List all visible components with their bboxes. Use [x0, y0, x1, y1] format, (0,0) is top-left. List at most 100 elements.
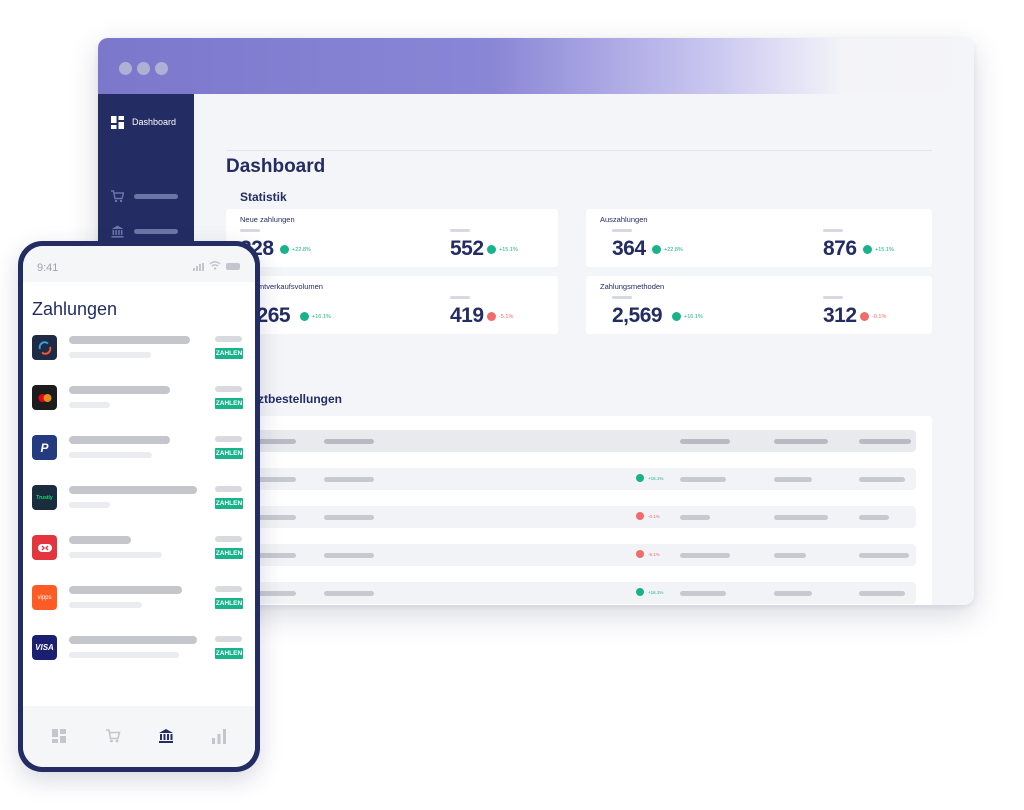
table-cell: [246, 591, 296, 596]
payment-item[interactable]: vipps ZAHLEN: [32, 585, 246, 621]
zahlen-button[interactable]: ZAHLEN: [215, 548, 243, 559]
chart-icon: [212, 729, 226, 744]
stat-value: 364: [612, 237, 646, 260]
trend-badge: -0.1%: [636, 512, 660, 520]
table-row[interactable]: +16.1%: [246, 468, 916, 490]
stat-value: 552: [450, 237, 484, 260]
table-cell: [680, 591, 726, 596]
trend-percent: +15.1%: [499, 246, 518, 253]
metric-label-placeholder: [823, 296, 843, 299]
trend-badge: +15.1%: [863, 245, 894, 254]
stat-value: 312: [823, 304, 857, 327]
trend-up-icon: [672, 312, 681, 321]
table-cell: [859, 515, 889, 520]
battery-icon: [226, 263, 240, 270]
zahlen-button[interactable]: ZAHLEN: [215, 498, 243, 509]
stat-value: 419: [450, 304, 484, 327]
section-title-statistik: Statistik: [240, 190, 287, 204]
trend-up-icon: [652, 245, 661, 254]
zahlen-button[interactable]: ZAHLEN: [215, 348, 243, 359]
status-time: 9:41: [37, 262, 59, 274]
trend-down-icon: [636, 550, 644, 558]
stat-card: Gesamtverkaufsvolumen 1,265 +16.1% 419 -…: [226, 276, 558, 334]
tab-cart[interactable]: [105, 728, 121, 744]
zahlen-button[interactable]: ZAHLEN: [215, 648, 243, 659]
mobilepay-logo: [32, 535, 57, 560]
zahlen-button[interactable]: ZAHLEN: [215, 398, 243, 409]
table-header-cell: [680, 439, 730, 444]
stat-card: Neue zahlungen 228 +22.8% 552 +15.1%: [226, 209, 558, 267]
window-control-dot[interactable]: [137, 62, 150, 75]
trend-badge: -0.1%: [860, 312, 886, 321]
table-cell: [680, 477, 726, 482]
trend-up-icon: [280, 245, 289, 254]
table-cell: [859, 477, 905, 482]
tab-dashboard[interactable]: [51, 728, 67, 744]
trend-percent: +15.1%: [875, 246, 894, 253]
trend-badge: -5.1%: [487, 312, 513, 321]
trend-percent: -0.1%: [872, 313, 887, 320]
paypal-logo: P: [32, 435, 57, 460]
zahlen-button[interactable]: ZAHLEN: [215, 448, 243, 459]
payment-item[interactable]: ZAHLEN: [32, 535, 246, 571]
trend-percent: +16.1%: [648, 589, 664, 595]
page-title: Zahlungen: [32, 299, 118, 319]
payment-item[interactable]: P ZAHLEN: [32, 435, 246, 471]
section-title-orders: Letztbestellungen: [240, 392, 343, 406]
payment-item[interactable]: ZAHLEN: [32, 385, 246, 421]
zahlen-button[interactable]: ZAHLEN: [215, 598, 243, 609]
stat-card-title: Zahlungsmethoden: [600, 282, 665, 291]
phone-frame: 9:41 Zahlungen ZAHLEN: [18, 241, 260, 772]
trend-down-icon: [636, 512, 644, 520]
table-header-row: [246, 430, 916, 452]
mastercard-logo: [32, 385, 57, 410]
table-cell: [859, 591, 905, 596]
tab-stats[interactable]: [211, 728, 227, 744]
table-cell: [774, 477, 812, 482]
table-row[interactable]: -0.1%: [246, 506, 916, 528]
payment-item[interactable]: Trustly ZAHLEN: [32, 485, 246, 521]
bank-icon: [111, 225, 124, 238]
trend-percent: +22.8%: [664, 246, 683, 253]
sidebar-item-orders[interactable]: [111, 188, 178, 204]
stat-card-title: Auszahlungen: [600, 215, 648, 224]
trend-badge: +15.1%: [487, 245, 518, 254]
trend-badge: +16.1%: [636, 474, 663, 482]
trend-down-icon: [860, 312, 869, 321]
trend-percent: -5.1%: [648, 551, 660, 557]
trend-percent: +16.1%: [684, 313, 703, 320]
trend-percent: +16.1%: [312, 313, 331, 320]
bank-icon: [159, 729, 173, 743]
sidebar-item-dashboard[interactable]: Dashboard: [111, 114, 176, 130]
table-row[interactable]: +16.1%: [246, 582, 916, 604]
stat-metric: 552 +15.1%: [450, 229, 550, 260]
dashboard-icon: [111, 115, 124, 129]
trend-badge: +22.8%: [652, 245, 683, 254]
tab-payments[interactable]: [158, 728, 174, 744]
trend-up-icon: [487, 245, 496, 254]
sidebar-item-payments[interactable]: [111, 223, 178, 239]
bottom-tab-bar: [23, 706, 255, 767]
stat-value: 2,569: [612, 304, 663, 327]
table-header-cell: [246, 439, 296, 444]
trend-up-icon: [636, 588, 644, 596]
payment-item[interactable]: VISA ZAHLEN: [32, 635, 246, 671]
visa-logo: VISA: [32, 635, 57, 660]
trend-percent: +16.1%: [648, 475, 664, 481]
trend-down-icon: [487, 312, 496, 321]
table-cell: [324, 591, 374, 596]
table-row[interactable]: -5.1%: [246, 544, 916, 566]
status-bar: 9:41: [23, 246, 255, 282]
window-control-dot[interactable]: [119, 62, 132, 75]
metric-label-placeholder: [823, 229, 843, 232]
trend-up-icon: [863, 245, 872, 254]
payment-item[interactable]: ZAHLEN: [32, 335, 246, 371]
trend-badge: +22.8%: [280, 245, 311, 254]
table-cell: [246, 477, 296, 482]
orders-table: +16.1% -0.1%: [226, 416, 932, 605]
window-control-dot[interactable]: [155, 62, 168, 75]
table-cell: [246, 553, 296, 558]
metric-label-placeholder: [612, 229, 632, 232]
table-cell: [774, 515, 828, 520]
table-cell: [859, 553, 909, 558]
